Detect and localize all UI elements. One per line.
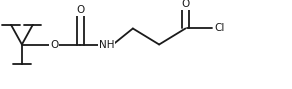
Text: O: O [76,5,84,15]
Text: Cl: Cl [215,23,225,33]
Text: O: O [50,40,58,49]
Text: NH: NH [99,40,114,49]
Text: O: O [181,0,190,9]
